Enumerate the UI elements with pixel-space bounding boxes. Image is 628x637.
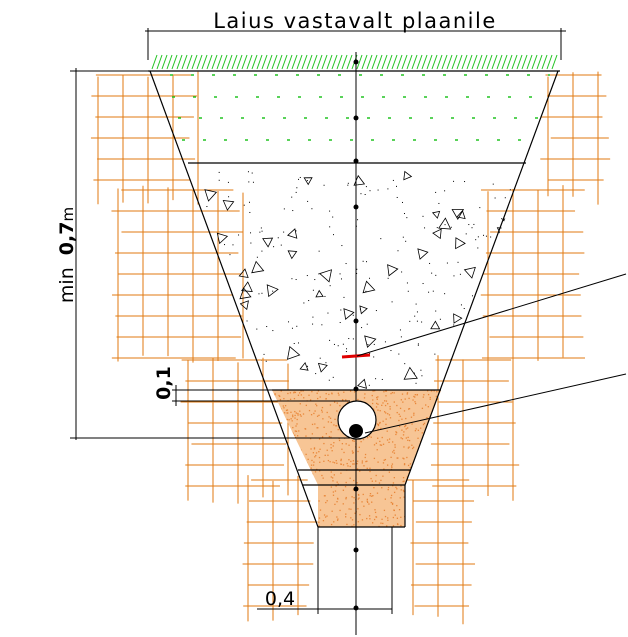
centre-line-markers xyxy=(353,59,359,611)
bottom-width-label: 0,4 xyxy=(265,588,295,610)
depth-dimension xyxy=(70,68,350,440)
bottom-width-dimension xyxy=(257,527,393,614)
cable xyxy=(349,424,363,438)
leader-lines xyxy=(356,273,627,434)
surrounding-soil-hatch xyxy=(90,71,611,625)
width-label: Laius vastavalt plaanile xyxy=(213,9,497,33)
width-dimension xyxy=(145,28,566,60)
topsoil-dashes xyxy=(170,74,550,141)
grass-hatch xyxy=(151,54,558,70)
layer-thickness-dimension xyxy=(172,385,350,406)
warning-tape xyxy=(341,353,371,359)
layer-thickness-label: 0,1 xyxy=(153,366,175,400)
depth-label: min 0,7m xyxy=(56,207,78,303)
conduit-pipe-outer xyxy=(337,400,377,440)
